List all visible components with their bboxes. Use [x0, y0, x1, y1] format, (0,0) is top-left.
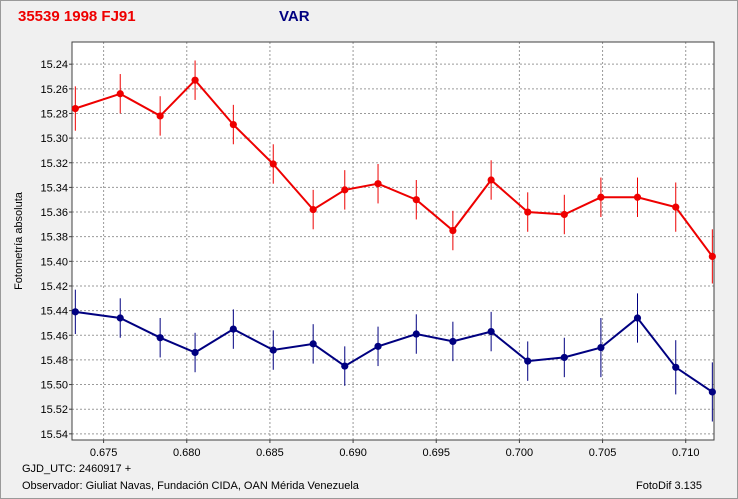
- data-point: [560, 353, 568, 362]
- x-tick-label: 0.695: [422, 447, 450, 459]
- data-point: [309, 340, 317, 348]
- y-axis-label: Fotometría absoluta: [13, 191, 25, 290]
- y-tick-label: 15.54: [40, 429, 68, 441]
- data-point: [341, 362, 349, 370]
- data-point: [191, 76, 199, 84]
- data-point: [597, 193, 605, 201]
- y-tick-label: 15.38: [40, 232, 68, 244]
- y-tick-label: 15.48: [40, 355, 68, 367]
- data-point: [229, 325, 237, 333]
- data-point: [229, 120, 237, 129]
- x-tick-label: 0.710: [672, 447, 700, 459]
- data-point: [191, 348, 199, 357]
- data-point: [341, 186, 349, 194]
- object-title: 35539 1998 FJ91: [18, 8, 136, 25]
- x-tick-label: 0.700: [506, 447, 534, 459]
- x-tick-label: 0.685: [256, 447, 284, 459]
- y-tick-label: 15.42: [40, 281, 68, 293]
- variable-label: VAR: [279, 8, 310, 25]
- data-point: [633, 314, 642, 322]
- data-point: [269, 160, 277, 168]
- data-point: [672, 363, 680, 371]
- data-point: [309, 205, 317, 214]
- data-point: [449, 226, 457, 235]
- data-point: [269, 346, 277, 354]
- data-point: [633, 193, 642, 201]
- plot-border: [71, 41, 715, 441]
- y-tick-label: 15.30: [40, 133, 68, 145]
- data-point: [708, 252, 716, 261]
- y-tick-label: 15.52: [40, 404, 68, 416]
- data-point: [412, 330, 420, 338]
- y-tick-label: 15.46: [40, 330, 68, 342]
- y-tick-label: 15.34: [40, 182, 68, 194]
- y-tick-label: 15.36: [40, 207, 68, 219]
- data-point: [156, 112, 164, 120]
- data-point: [374, 342, 382, 350]
- gjd-utc-label: GJD_UTC: 2460917 +: [22, 463, 132, 475]
- data-point: [597, 343, 605, 352]
- x-tick-label: 0.690: [339, 447, 367, 459]
- data-point: [524, 357, 532, 365]
- x-tick-label: 0.675: [90, 447, 118, 459]
- data-point: [524, 208, 532, 216]
- data-point: [672, 203, 680, 211]
- data-point: [449, 337, 457, 346]
- data-point: [487, 327, 495, 336]
- data-point: [116, 314, 124, 322]
- data-point: [156, 334, 164, 342]
- observer-label: Observador: Giuliat Navas, Fundación CID…: [22, 480, 359, 492]
- y-tick-label: 15.32: [40, 158, 68, 170]
- x-tick-label: 0.680: [173, 447, 201, 459]
- data-point: [708, 388, 716, 396]
- series-line: [74, 78, 714, 257]
- series-line: [75, 310, 713, 393]
- y-tick-label: 15.50: [40, 380, 68, 392]
- data-point: [560, 210, 568, 219]
- y-tick-label: 15.40: [40, 256, 68, 268]
- data-point: [487, 176, 495, 184]
- y-tick-label: 15.28: [40, 108, 68, 120]
- data-point: [71, 308, 79, 316]
- y-tick-label: 15.24: [40, 59, 68, 71]
- software-label: FotoDif 3.135: [636, 480, 703, 492]
- data-point: [374, 180, 382, 188]
- data-point: [412, 196, 420, 204]
- plot-area: [72, 42, 714, 440]
- data-point: [116, 90, 124, 98]
- y-tick-label: 15.44: [40, 306, 68, 318]
- y-tick-label: 15.26: [40, 84, 68, 96]
- x-tick-label: 0.705: [589, 447, 617, 459]
- data-point: [71, 104, 79, 113]
